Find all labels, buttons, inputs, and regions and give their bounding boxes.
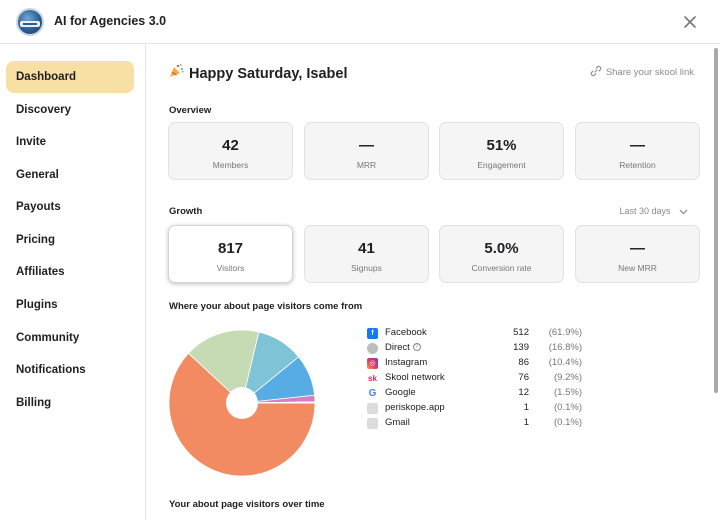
source-count: 512: [513, 327, 529, 338]
source-count: 86: [518, 357, 529, 368]
sidebar-item-billing[interactable]: Billing: [16, 397, 52, 409]
sources-title: Where your about page visitors come from: [169, 301, 363, 312]
source-row-periskope: periskope.app 1 (0.1%): [367, 402, 587, 417]
sidebar-item-notifications[interactable]: Notifications: [16, 364, 86, 376]
sidebar-item-general[interactable]: General: [16, 169, 59, 181]
skool-icon: sk: [368, 374, 377, 383]
source-count: 1: [523, 417, 529, 428]
greeting-text: Happy Saturday, Isabel: [189, 66, 348, 82]
source-percent: (1.5%): [554, 387, 582, 398]
sidebar-item-plugins[interactable]: Plugins: [16, 299, 58, 311]
visitors-card[interactable]: 817 Visitors: [168, 225, 293, 283]
source-row-google: G Google 12 (1.5%): [367, 387, 587, 402]
retention-card[interactable]: — Retention: [575, 122, 700, 180]
members-label: Members: [212, 160, 249, 170]
community-logo: [16, 8, 44, 36]
signups-card[interactable]: 41 Signups: [304, 225, 429, 283]
engagement-value: 51%: [486, 137, 517, 154]
conversion-rate-label: Conversion rate: [471, 263, 532, 273]
link-icon: [590, 65, 602, 80]
retention-value: —: [630, 137, 645, 154]
signups-value: 41: [358, 240, 375, 257]
sidebar-item-discovery[interactable]: Discovery: [16, 104, 71, 116]
visitors-label: Visitors: [216, 263, 245, 273]
conversion-rate-card[interactable]: 5.0% Conversion rate: [439, 225, 564, 283]
mrr-label: MRR: [356, 160, 377, 170]
mrr-value: —: [359, 137, 374, 154]
sidebar-item-dashboard[interactable]: Dashboard: [6, 61, 134, 93]
source-row-skool-network: sk Skool network 76 (9.2%): [367, 372, 587, 387]
party-popper-icon: [169, 63, 185, 82]
source-count: 76: [518, 372, 529, 383]
sidebar-item-affiliates[interactable]: Affiliates: [16, 266, 65, 278]
engagement-card[interactable]: 51% Engagement: [439, 122, 564, 180]
page-title: Happy Saturday, Isabel: [169, 63, 347, 82]
source-count: 12: [518, 387, 529, 398]
source-name-text: Direct: [385, 342, 410, 353]
date-range-select[interactable]: Last 30 days: [619, 206, 688, 217]
source-name: Skool network: [385, 372, 445, 383]
members-value: 42: [222, 137, 239, 154]
pie-slice-direct[interactable]: [187, 329, 260, 404]
source-row-gmail: Gmail 1 (0.1%): [367, 417, 587, 432]
sources-pie-chart: [168, 329, 316, 477]
chevron-down-icon: [679, 207, 688, 217]
sidebar-item-invite[interactable]: Invite: [16, 136, 47, 148]
source-percent: (61.9%): [548, 327, 582, 338]
new-mrr-card[interactable]: — New MRR: [575, 225, 700, 283]
source-count: 1: [523, 402, 529, 413]
source-name: Instagram: [385, 357, 428, 368]
new-mrr-label: New MRR: [618, 263, 657, 273]
generic-site-icon: [367, 403, 378, 414]
growth-title: Growth: [169, 206, 203, 217]
visitors-over-time-title: Your about page visitors over time: [169, 499, 325, 510]
source-name: Facebook: [385, 327, 427, 338]
engagement-label: Engagement: [477, 160, 526, 170]
sidebar-item-payouts[interactable]: Payouts: [16, 201, 61, 213]
instagram-icon: ◎: [367, 358, 378, 369]
source-name: Google: [385, 387, 416, 398]
scrollbar[interactable]: [714, 48, 718, 393]
pie-slice-gmail[interactable]: [241, 402, 316, 404]
sidebar-item-community[interactable]: Community: [16, 332, 80, 344]
source-name: Gmail: [385, 417, 410, 428]
pie-center-hole: [226, 387, 258, 419]
help-icon[interactable]: ?: [412, 343, 421, 352]
generic-site-icon: [367, 418, 378, 429]
retention-label: Retention: [619, 160, 656, 170]
close-icon: [684, 16, 696, 28]
source-row-facebook: f Facebook 512 (61.9%): [367, 327, 587, 342]
settings-sidebar: Dashboard Discovery Invite General Payou…: [0, 44, 146, 520]
source-row-direct: Direct? 139 (16.8%): [367, 342, 587, 357]
source-percent: (10.4%): [548, 357, 582, 368]
source-percent: (16.8%): [548, 342, 582, 353]
globe-icon: [367, 343, 378, 354]
overview-title: Overview: [169, 105, 212, 116]
share-link-label: Share your skool link: [605, 67, 694, 79]
app-title: AI for Agencies 3.0: [54, 14, 167, 28]
header: AI for Agencies 3.0: [0, 0, 720, 44]
source-name: periskope.app: [385, 402, 445, 413]
date-range-label: Last 30 days: [619, 206, 671, 216]
conversion-rate-value: 5.0%: [484, 240, 519, 257]
facebook-icon: f: [367, 328, 378, 339]
members-card[interactable]: 42 Members: [168, 122, 293, 180]
source-percent: (0.1%): [554, 417, 582, 428]
google-icon: G: [368, 388, 377, 399]
dashboard-panel: Happy Saturday, Isabel Share your skool …: [147, 44, 720, 520]
visitors-value: 817: [217, 240, 244, 257]
share-skool-link[interactable]: Share your skool link: [590, 65, 694, 80]
source-percent: (0.1%): [554, 402, 582, 413]
signups-label: Signups: [351, 263, 382, 273]
source-percent: (9.2%): [554, 372, 582, 383]
source-name: Direct?: [385, 342, 421, 353]
source-row-instagram: ◎ Instagram 86 (10.4%): [367, 357, 587, 372]
new-mrr-value: —: [630, 240, 645, 257]
source-count: 139: [513, 342, 529, 353]
close-button[interactable]: [680, 12, 700, 32]
mrr-card[interactable]: — MRR: [304, 122, 429, 180]
sidebar-item-pricing[interactable]: Pricing: [16, 234, 55, 246]
